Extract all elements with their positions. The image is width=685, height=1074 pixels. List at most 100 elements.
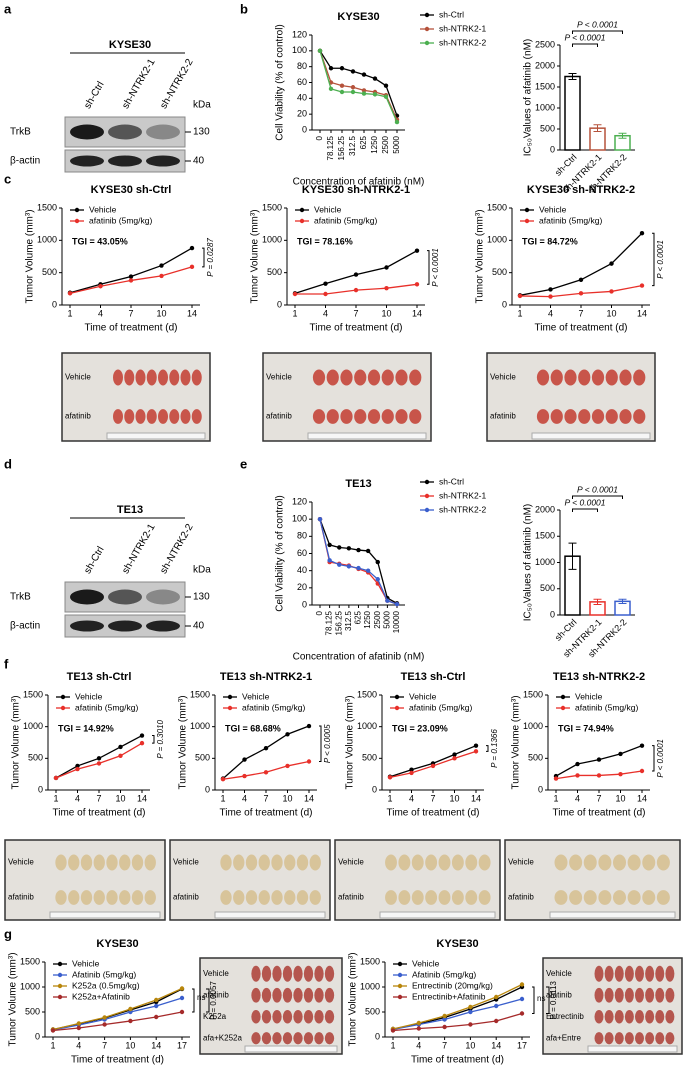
tumor (258, 890, 270, 905)
legend-marker (394, 694, 400, 700)
x-tick-label: 4 (409, 793, 414, 803)
data-point (609, 289, 614, 294)
data-point (118, 753, 123, 758)
ruler (587, 1045, 678, 1053)
y-tick-label: 0 (550, 609, 555, 619)
data-point (618, 771, 623, 777)
tumor (642, 890, 656, 905)
legend-label: afatinib (5mg/kg) (75, 702, 138, 712)
tumor (578, 409, 591, 424)
data-point (67, 291, 73, 296)
tumor (261, 1010, 272, 1024)
x-tick-label: 0 (315, 135, 324, 140)
tumor (438, 890, 451, 905)
y-tick-label: 120 (292, 496, 307, 506)
legend-marker (299, 218, 305, 224)
data-point (128, 274, 134, 279)
data-point (361, 91, 367, 96)
data-point (548, 294, 553, 299)
y-axis-label: Tumor Volume (mm³) (178, 695, 189, 789)
tumor (68, 854, 80, 871)
legend-label: Afatinib (5mg/kg) (412, 969, 476, 979)
lane-label: sh-NTRK2-2 (158, 57, 196, 111)
tumor (135, 369, 146, 386)
data-point (609, 261, 614, 266)
y-tick-label: 1500 (487, 202, 507, 212)
tumor (169, 409, 180, 424)
tumor (438, 854, 451, 871)
tumor (645, 1032, 655, 1045)
series-line (52, 1011, 183, 1032)
photo-row-label: afa+K252a (203, 1033, 242, 1042)
tumor (665, 1010, 675, 1024)
tumor (293, 1010, 303, 1024)
x-tick-label: 1 (387, 793, 392, 803)
blot-title: KYSE30 (109, 39, 151, 51)
blot-band (108, 620, 142, 632)
annotation: TGI = 23.09% (392, 723, 448, 733)
annotation: P < 0.0001 (577, 19, 618, 29)
data-point (639, 768, 645, 774)
x-tick-label: 1 (517, 308, 522, 318)
tumor (398, 890, 411, 905)
unit-label: kDa (193, 565, 211, 576)
x-tick-label: 14 (471, 793, 481, 803)
ruler (106, 432, 206, 440)
data-point (96, 756, 102, 761)
photo-row-label: Vehicle (490, 373, 516, 382)
bracket (572, 43, 598, 47)
photo-row-label: Vehicle (546, 969, 572, 978)
y-axis-label: Cell Viability (% of control) (275, 24, 286, 141)
x-tick-label: 10 (115, 793, 125, 803)
bracket (652, 745, 655, 772)
data-point (339, 83, 345, 88)
legend-label: Vehicle (75, 691, 103, 701)
data-point (639, 743, 645, 748)
tumor (554, 854, 568, 871)
photo-frame (262, 352, 432, 442)
tumor (326, 409, 339, 424)
tumor (645, 1010, 655, 1024)
tumor (613, 854, 626, 871)
tumor (619, 409, 632, 424)
annotation: TGI = 84.72% (522, 236, 578, 246)
tumor (282, 1010, 293, 1024)
legend-marker (57, 972, 63, 978)
lane-label: sh-NTRK2-2 (158, 522, 196, 576)
chart-title: TE13 sh-Ctrl (401, 671, 466, 683)
y-axis-label: Tumor Volume (mm³) (8, 952, 19, 1046)
blot-band (70, 589, 104, 605)
y-tick-label: 2000 (535, 60, 555, 70)
tumor (655, 987, 665, 1003)
tumor (220, 890, 232, 905)
tumor (131, 854, 144, 871)
y-tick-label: 500 (540, 583, 555, 593)
y-tick-label: 1000 (535, 557, 555, 567)
legend-marker (394, 705, 400, 711)
data-point (263, 770, 269, 775)
tumor (293, 1032, 303, 1045)
x-tick-label: 156.25 (334, 610, 343, 635)
data-point (189, 245, 195, 251)
x-tick-label: 10 (125, 1040, 135, 1050)
y-tick-label: 1000 (360, 981, 380, 991)
chart-title: KYSE30 sh-NTRK2-2 (527, 184, 635, 196)
legend-label: sh-Ctrl (439, 9, 464, 19)
x-tick-label: 1250 (363, 610, 372, 628)
tumor (409, 409, 422, 424)
y-axis-label: Tumor Volume (mm³) (348, 952, 359, 1046)
y-axis-label: IC₅₀Values of afatinib (nM) (523, 504, 534, 622)
tumor (614, 1010, 624, 1024)
data-point (76, 1021, 82, 1026)
data-point (519, 982, 525, 987)
tumor (93, 854, 105, 871)
photo-row-label: Vehicle (338, 858, 364, 867)
tumor (158, 409, 168, 424)
data-point (494, 994, 499, 1000)
tumor (594, 965, 604, 982)
legend-marker (560, 694, 566, 700)
data-point (468, 1022, 473, 1027)
tumor (605, 409, 618, 424)
tumor (465, 890, 478, 905)
tumor (594, 1010, 604, 1024)
